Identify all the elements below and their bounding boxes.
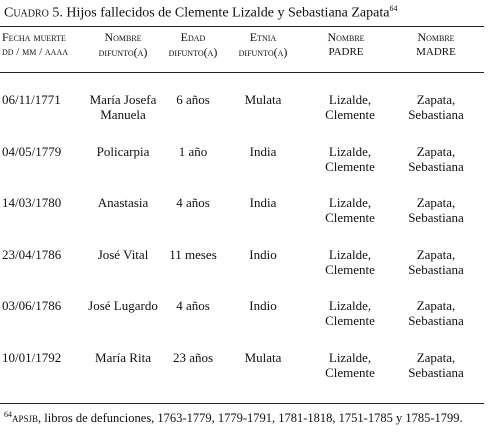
table-cell: 23 años [172, 349, 214, 365]
header-line: Etnia [249, 30, 277, 44]
header-line: Nombre [104, 30, 142, 44]
table-cell: 11 meses [169, 246, 217, 262]
table-cell: Lizalde, Clemente [325, 195, 375, 225]
table-cell: 14/03/1780 [2, 195, 62, 210]
table-cell: María Josefa Manuela [89, 92, 157, 122]
table-cell: Lizalde, Clemente [325, 349, 375, 380]
rule [0, 26, 484, 27]
table-cell: Zapata, Sebastiana [408, 195, 464, 225]
table-cell: Zapata, Sebastiana [408, 246, 464, 277]
rule [0, 72, 484, 73]
rule [0, 403, 484, 404]
table-cell: María Rita [95, 349, 151, 365]
header-line: Fecha muerte [2, 30, 66, 44]
header-cell: Etnia difunto(a) [228, 30, 298, 60]
table-cell: Zapata, Sebastiana [408, 298, 464, 328]
table-cell: Indio [249, 298, 277, 313]
table-cell: Lizalde, Clemente [325, 298, 375, 328]
title-text: Hijos fallecidos de Clemente Lizalde y S… [66, 5, 390, 21]
table-cell: José Vital [97, 246, 149, 262]
header-line: Nombre [417, 30, 455, 44]
title-note: 64 [389, 4, 398, 13]
footnote: 64apsjb, libros de defunciones, 1763-177… [4, 410, 463, 426]
table-cell: Mulata [244, 349, 282, 365]
table-cell: 03/06/1786 [2, 298, 62, 313]
table-cell: Policarpia [96, 143, 150, 159]
table-cell: Lizalde, Clemente [325, 143, 375, 174]
table-cell: 10/01/1792 [2, 349, 62, 365]
table-cell: 04/05/1779 [2, 143, 62, 159]
footnote-marker: 64 [4, 410, 12, 419]
header-line: difunto(a) [238, 45, 288, 59]
table-cell: 4 años [176, 195, 210, 210]
header-line: difunto(a) [168, 45, 218, 59]
footnote-text: , libros de defunciones, 1763-1779, 1779… [38, 411, 463, 426]
table-cell: Anastasia [97, 195, 149, 210]
header-line: padre [328, 46, 364, 58]
header-cell: Edad difunto(a) [168, 30, 218, 60]
header-line: difunto(a) [98, 45, 148, 59]
header-line: Edad [180, 30, 206, 44]
header-cell: Nombre madre [392, 30, 480, 60]
table-cell: Lizalde, Clemente [325, 92, 375, 122]
table-cell: 23/04/1786 [2, 246, 62, 262]
table-cell: 06/11/1771 [2, 92, 61, 107]
header-cell: Nombre padre [310, 30, 382, 60]
table-cell: José Lugardo [88, 298, 158, 313]
table-cell: Lizalde, Clemente [325, 246, 375, 277]
header-cell: Nombre difunto(a) [80, 30, 166, 60]
table-cell: Zapata, Sebastiana [408, 92, 464, 122]
title-label: Cuadro 5. [4, 5, 63, 21]
table-cell: Zapata, Sebastiana [408, 143, 464, 174]
table-cell: 6 años [176, 92, 210, 107]
header-line: madre [416, 46, 456, 58]
header-cell: Fecha muerte dd / mm / aaaa [2, 30, 82, 60]
table-cell: India [249, 143, 277, 159]
table-cell: Zapata, Sebastiana [408, 349, 464, 380]
header-line: Nombre [327, 30, 365, 44]
header-line: dd / mm / aaaa [2, 46, 69, 58]
table-cell: 1 año [178, 143, 208, 159]
table-cell: Indio [249, 246, 277, 262]
table-cell: India [249, 195, 277, 210]
table-cell: 4 años [176, 298, 210, 313]
table-cell: Mulata [244, 92, 282, 107]
table-title: Cuadro 5. Hijos fallecidos de Clemente L… [4, 4, 397, 22]
footnote-source: apsjb [12, 411, 39, 426]
